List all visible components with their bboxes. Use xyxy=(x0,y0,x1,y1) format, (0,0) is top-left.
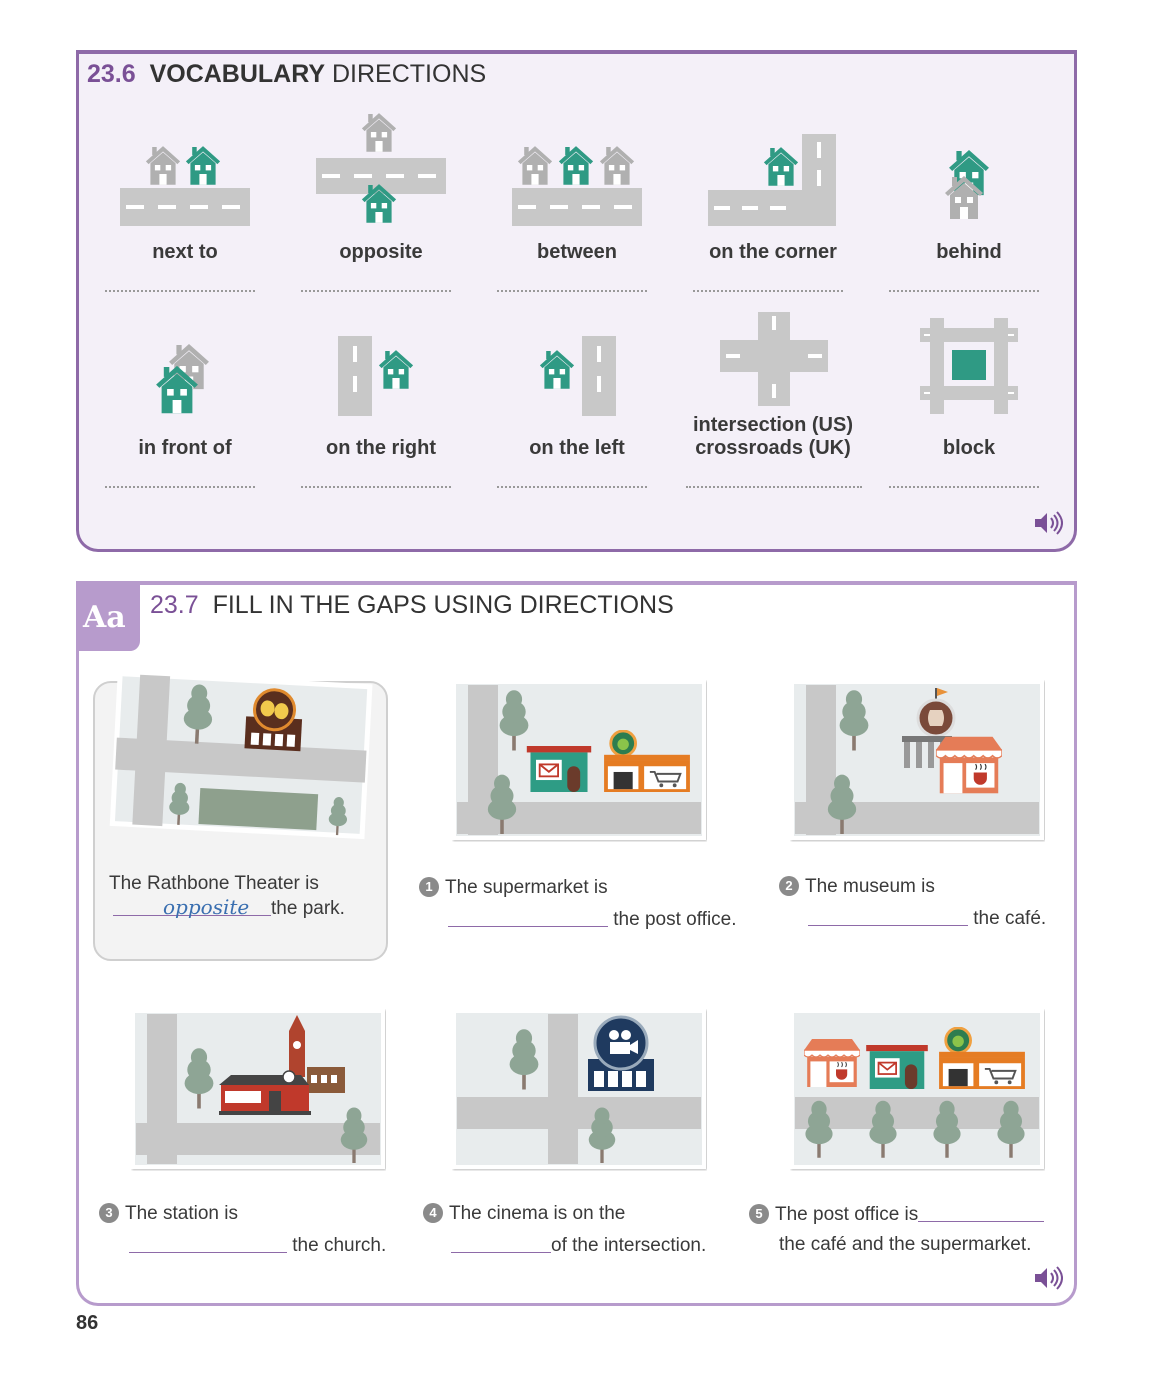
behind-icon xyxy=(945,149,989,219)
q1-line1: 1 The supermarket is xyxy=(419,877,608,899)
in-front-of-icon xyxy=(156,343,209,414)
aa-badge-text: Aa xyxy=(83,600,126,635)
on-the-corner-icon xyxy=(708,134,836,226)
section-number: 23.7 xyxy=(150,591,199,619)
on-the-left-icon xyxy=(539,336,616,416)
vocab-label: opposite xyxy=(339,241,423,263)
q2-text: The museum is xyxy=(805,876,935,897)
vocab-label-line1: intersection (US) xyxy=(692,414,854,436)
example-gap: opposite xyxy=(113,895,271,919)
station-icon xyxy=(219,1070,311,1115)
answer-dots[interactable] xyxy=(301,290,451,292)
post-office-icon xyxy=(526,746,592,792)
vocab-label: behind xyxy=(936,241,1002,263)
section-heading-vocabulary: 23.6 VOCABULARY DIRECTIONS xyxy=(87,60,486,89)
aa-badge: Aa xyxy=(76,585,140,651)
q1-line2: the post office. xyxy=(448,908,737,931)
q5-gap[interactable] xyxy=(918,1203,1045,1222)
example-line2: opposite the park. xyxy=(113,895,345,920)
q3-gap[interactable] xyxy=(129,1234,287,1253)
section-title-bold: VOCABULARY xyxy=(149,60,326,88)
q2-line1: 2 The museum is xyxy=(779,876,935,898)
q4-line1: 4 The cinema is on the xyxy=(423,1203,625,1225)
vocab-label: on the corner xyxy=(709,241,837,263)
vocab-label: intersection (US) crossroads (UK) xyxy=(673,414,873,460)
q5-line2: the café and the supermarket. xyxy=(779,1234,1032,1255)
example-line2-end: the park. xyxy=(271,898,345,919)
church-icon xyxy=(289,1015,345,1093)
vocab-label-line2: crossroads (UK) xyxy=(695,437,851,459)
between-icon xyxy=(512,146,642,226)
audio-speaker-icon[interactable] xyxy=(1033,1265,1063,1291)
answer-dots[interactable] xyxy=(889,290,1039,292)
q2-gap[interactable] xyxy=(808,907,968,926)
theater-icon xyxy=(244,688,303,752)
cafe-icon xyxy=(804,1038,860,1088)
vocab-label: between xyxy=(536,241,618,263)
q2-line2: the café. xyxy=(808,907,1046,930)
intersection-icon xyxy=(720,312,828,406)
example-line1: The Rathbone Theater is xyxy=(109,873,319,894)
q1-line2-end: the post office. xyxy=(613,909,737,930)
q2-line2-end: the café. xyxy=(973,908,1047,929)
vocab-label: next to xyxy=(152,241,218,263)
cinema-icon xyxy=(588,1015,654,1091)
q4-text: The cinema is on the xyxy=(449,1203,626,1224)
answer-dots[interactable] xyxy=(693,290,843,292)
q3-text: The station is xyxy=(125,1203,238,1224)
section-title-rest: DIRECTIONS xyxy=(332,60,487,88)
q3-picture xyxy=(131,1009,385,1169)
on-the-right-icon xyxy=(338,336,414,416)
q5-line1: 5 The post office is xyxy=(749,1203,1045,1226)
audio-speaker-icon[interactable] xyxy=(1033,510,1063,536)
section-title: FILL IN THE GAPS USING DIRECTIONS xyxy=(212,591,674,619)
post-office-icon xyxy=(866,1045,928,1089)
vocab-label: block xyxy=(942,437,996,459)
museum-icon xyxy=(902,688,956,768)
q4-gap[interactable] xyxy=(451,1234,551,1253)
section-heading-exercise: 23.7 FILL IN THE GAPS USING DIRECTIONS xyxy=(150,591,674,620)
answer-dots[interactable] xyxy=(497,290,647,292)
q4-line2-end: of the intersection. xyxy=(551,1235,707,1256)
vocabulary-panel xyxy=(76,50,1077,552)
answer-dots[interactable] xyxy=(105,290,255,292)
vocab-label: in front of xyxy=(138,437,232,459)
q3-line2-end: the church. xyxy=(292,1235,387,1256)
q2-number-badge: 2 xyxy=(779,876,799,896)
next-to-icon xyxy=(120,146,250,226)
q5-picture xyxy=(790,1009,1044,1169)
q3-line1: 3 The station is xyxy=(99,1203,238,1225)
section-number: 23.6 xyxy=(87,60,136,88)
q3-number-badge: 3 xyxy=(99,1203,119,1223)
answer-dots[interactable] xyxy=(686,486,862,488)
q1-number-badge: 1 xyxy=(419,877,439,897)
answer-dots[interactable] xyxy=(497,486,647,488)
q1-gap[interactable] xyxy=(448,908,608,927)
answer-dots[interactable] xyxy=(889,486,1039,488)
block-icon xyxy=(920,318,1018,414)
q2-picture xyxy=(790,680,1044,840)
q4-line2: of the intersection. xyxy=(451,1234,706,1257)
opposite-icon xyxy=(316,113,446,223)
page-number: 86 xyxy=(76,1312,99,1334)
vocab-label: on the right xyxy=(326,437,436,459)
q4-number-badge: 4 xyxy=(423,1203,443,1223)
vocab-label: on the left xyxy=(529,437,625,459)
q5-text: The post office is xyxy=(775,1204,919,1225)
answer-dots[interactable] xyxy=(301,486,451,488)
example-answer: opposite xyxy=(163,895,250,919)
answer-dots[interactable] xyxy=(105,486,255,488)
q5-number-badge: 5 xyxy=(749,1204,769,1224)
example-theater-picture xyxy=(109,672,373,840)
q1-picture xyxy=(452,680,706,840)
cafe-icon xyxy=(936,736,1002,794)
q3-line2: the church. xyxy=(129,1234,386,1257)
q4-picture xyxy=(452,1009,706,1169)
q1-text: The supermarket is xyxy=(445,877,608,898)
